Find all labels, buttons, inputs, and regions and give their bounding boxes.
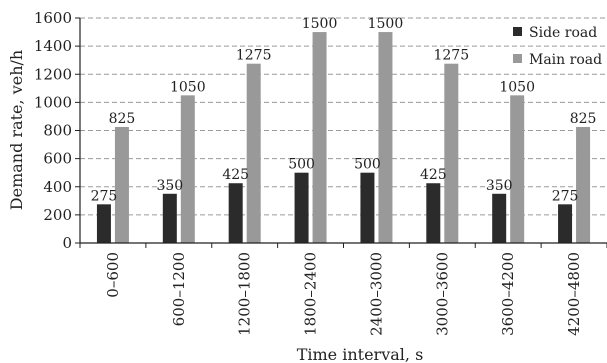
value-label-main-road: 1050 [170, 79, 206, 95]
y-tick-label: 1600 [34, 9, 72, 27]
x-tick-labels: 0–600 600–1200 1200–1800 1800–2400 2400–3000… [104, 252, 583, 336]
x-tick-label: 1200–1800 [236, 252, 254, 336]
bar-side-road [228, 183, 243, 243]
value-label-main-road: 1275 [433, 48, 469, 64]
y-tick-labels: 0 200 400 600 800 1000 1200 1400 1600 [34, 9, 72, 252]
value-label-side-road: 350 [486, 178, 513, 194]
bar-main-road [576, 126, 591, 243]
bar-main-road [378, 32, 393, 243]
bar-side-road [558, 204, 573, 243]
y-tick-label: 0 [62, 234, 72, 252]
value-label-side-road: 425 [420, 167, 447, 183]
x-tick-label: 4200–4800 [565, 252, 583, 336]
bar-main-road [246, 63, 261, 243]
axes [75, 17, 607, 248]
value-label-side-road: 500 [354, 157, 381, 173]
y-axis-title: Demand rate, veh/h [7, 50, 26, 210]
value-label-main-road: 1500 [302, 16, 338, 32]
x-tick-label: 0–600 [104, 252, 122, 298]
value-label-main-road: 825 [109, 111, 136, 127]
bar-side-road [96, 204, 111, 243]
value-label-side-road: 275 [552, 188, 579, 204]
y-tick-label: 1400 [34, 37, 72, 55]
bar-side-road [360, 172, 375, 243]
bar-main-road [114, 126, 129, 243]
bar-main-road [312, 32, 327, 243]
value-label-side-road: 275 [91, 188, 118, 204]
y-tick-label: 1200 [34, 65, 72, 83]
x-axis-title: Time interval, s [297, 345, 424, 363]
x-tick-label: 600–1200 [170, 252, 188, 326]
legend-label-side-road: Side road [529, 25, 597, 41]
value-label-main-road: 1500 [368, 16, 404, 32]
bar-side-road [426, 183, 441, 243]
value-label-main-road: 1275 [236, 48, 272, 64]
y-tick-label: 200 [43, 206, 72, 224]
x-tick-label: 1800–2400 [302, 252, 320, 336]
y-tick-label: 600 [43, 150, 72, 168]
x-tick-label: 2400–3000 [367, 252, 385, 336]
y-tick-label: 400 [43, 178, 72, 196]
value-label-side-road: 500 [288, 157, 315, 173]
bar-main-road [510, 95, 525, 243]
value-labels: 275 825 350 1050 425 1275 500 1500 500 1500 425 127… [91, 16, 597, 204]
bar-main-road [180, 95, 195, 243]
value-label-main-road: 825 [570, 111, 597, 127]
legend-swatch-main-road [513, 54, 522, 63]
bar-main-road [444, 63, 459, 243]
x-tick-label: 3000–3600 [433, 252, 451, 336]
bar-side-road [492, 193, 507, 243]
legend-label-main-road: Main road [529, 52, 602, 68]
value-label-side-road: 425 [222, 167, 249, 183]
y-tick-label: 800 [43, 122, 72, 140]
y-tick-label: 1000 [34, 93, 72, 111]
value-label-main-road: 1050 [499, 79, 535, 95]
legend-swatch-side-road [513, 27, 522, 36]
x-tick-label: 3600–4200 [499, 252, 517, 336]
bars [96, 32, 591, 243]
value-label-side-road: 350 [156, 178, 183, 194]
bar-side-road [162, 193, 177, 243]
bar-side-road [294, 172, 309, 243]
legend: Side road Main road [513, 25, 602, 68]
